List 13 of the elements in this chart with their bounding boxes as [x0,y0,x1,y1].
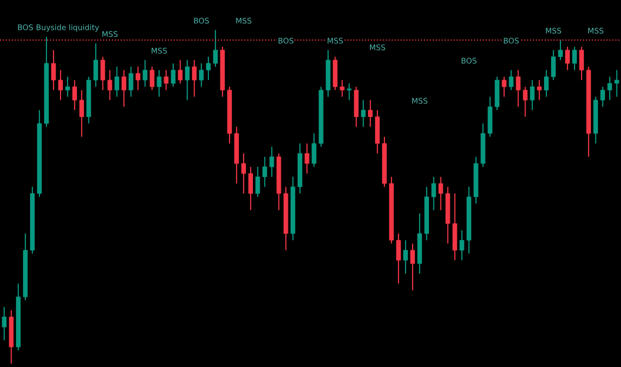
candlestick [537,80,542,101]
candlestick [206,56,211,81]
candlestick [136,66,140,91]
candlestick [108,70,112,101]
candlestick [340,80,345,98]
candlestick [304,142,310,174]
candlestick [58,70,63,101]
candlestick [502,76,506,98]
candlestick [142,60,148,88]
candlestick [241,152,246,194]
candlestick [558,39,563,61]
candlestick [65,76,70,98]
candlestick [199,62,204,88]
